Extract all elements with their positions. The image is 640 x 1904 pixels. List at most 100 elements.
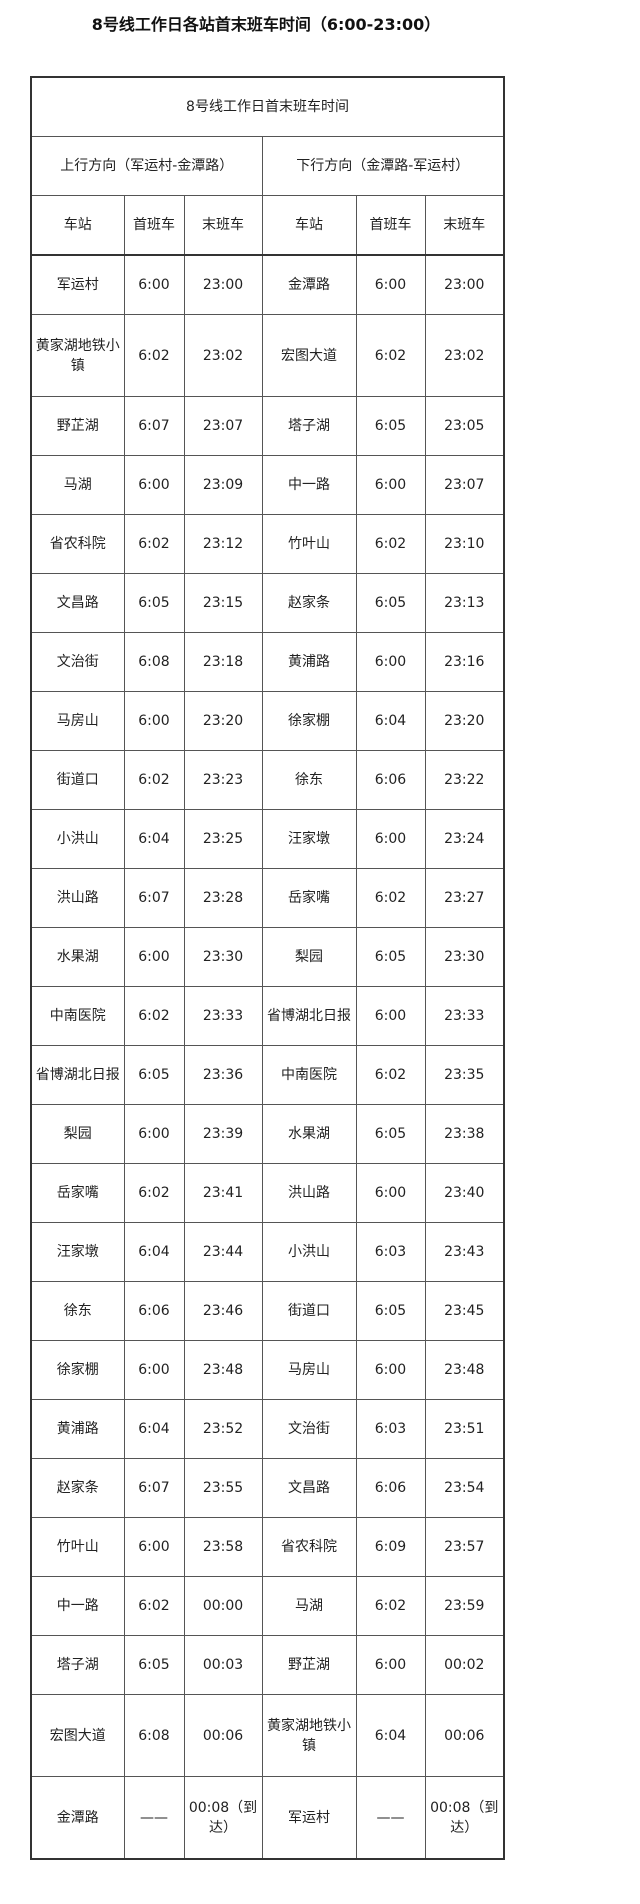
down-station-cell: 马房山 (261, 1340, 357, 1400)
down-last-train-cell: 23:59 (424, 1576, 505, 1636)
up-last-train-cell: 00:06 (183, 1694, 263, 1777)
down-last-train-cell: 23:24 (424, 809, 505, 869)
table-row: 宏图大道 6:08 00:06 黄家湖地铁小镇 6:04 00:06 (30, 1694, 505, 1777)
up-last-train-cell: 23:41 (183, 1163, 263, 1223)
table-row: 文昌路 6:05 23:15 赵家条 6:05 23:13 (30, 573, 505, 633)
table-row: 军运村 6:00 23:00 金潭路 6:00 23:00 (30, 254, 505, 315)
column-header-last-train: 末班车 (183, 195, 263, 256)
down-last-train-cell: 23:16 (424, 632, 505, 692)
down-last-train-cell: 23:22 (424, 750, 505, 810)
column-header-station: 车站 (30, 195, 125, 256)
down-last-train-cell: 23:40 (424, 1163, 505, 1223)
down-first-train-cell: 6:00 (355, 632, 426, 692)
up-last-train-cell: 00:03 (183, 1635, 263, 1695)
up-last-train-cell: 23:44 (183, 1222, 263, 1282)
up-last-train-cell: 23:00 (183, 254, 263, 315)
down-direction-header: 下行方向（金潭路-军运村） (261, 136, 505, 196)
down-station-cell: 中南医院 (261, 1045, 357, 1105)
down-last-train-cell: 23:57 (424, 1517, 505, 1577)
up-last-train-cell: 23:12 (183, 514, 263, 574)
table-row: 黄浦路 6:04 23:52 文治街 6:03 23:51 (30, 1399, 505, 1459)
down-station-cell: 宏图大道 (261, 314, 357, 397)
down-first-train-cell: 6:00 (355, 809, 426, 869)
down-station-cell: 水果湖 (261, 1104, 357, 1164)
down-station-cell: 军运村 (261, 1776, 357, 1860)
table-row: 竹叶山 6:00 23:58 省农科院 6:09 23:57 (30, 1517, 505, 1577)
up-station-cell: 徐东 (30, 1281, 125, 1341)
up-last-train-cell: 23:18 (183, 632, 263, 692)
down-station-cell: 赵家条 (261, 573, 357, 633)
up-last-train-cell: 23:09 (183, 455, 263, 515)
up-first-train-cell: 6:05 (123, 1635, 185, 1695)
down-first-train-cell: 6:00 (355, 1340, 426, 1400)
up-station-cell: 赵家条 (30, 1458, 125, 1518)
up-first-train-cell: 6:00 (123, 455, 185, 515)
down-station-cell: 马湖 (261, 1576, 357, 1636)
up-last-train-cell: 23:28 (183, 868, 263, 928)
up-last-train-cell: 23:20 (183, 691, 263, 751)
up-station-cell: 宏图大道 (30, 1694, 125, 1777)
up-last-train-cell: 23:52 (183, 1399, 263, 1459)
up-last-train-cell: 23:02 (183, 314, 263, 397)
up-first-train-cell: 6:02 (123, 514, 185, 574)
up-last-train-cell: 23:33 (183, 986, 263, 1046)
table-caption: 8号线工作日首末班车时间 (30, 76, 505, 137)
up-station-cell: 汪家墩 (30, 1222, 125, 1282)
up-first-train-cell: 6:02 (123, 750, 185, 810)
table-row: 岳家嘴 6:02 23:41 洪山路 6:00 23:40 (30, 1163, 505, 1223)
up-station-cell: 徐家棚 (30, 1340, 125, 1400)
table-row: 野芷湖 6:07 23:07 塔子湖 6:05 23:05 (30, 396, 505, 456)
table-row: 徐东 6:06 23:46 街道口 6:05 23:45 (30, 1281, 505, 1341)
down-first-train-cell: 6:02 (355, 868, 426, 928)
up-first-train-cell: 6:02 (123, 1163, 185, 1223)
down-station-cell: 街道口 (261, 1281, 357, 1341)
down-last-train-cell: 23:00 (424, 254, 505, 315)
table-row: 徐家棚 6:00 23:48 马房山 6:00 23:48 (30, 1340, 505, 1400)
up-last-train-cell: 23:30 (183, 927, 263, 987)
up-first-train-cell: 6:07 (123, 868, 185, 928)
up-station-cell: 塔子湖 (30, 1635, 125, 1695)
up-first-train-cell: 6:02 (123, 986, 185, 1046)
down-last-train-cell: 23:27 (424, 868, 505, 928)
down-first-train-cell: 6:05 (355, 927, 426, 987)
down-first-train-cell: 6:05 (355, 573, 426, 633)
up-station-cell: 省农科院 (30, 514, 125, 574)
down-station-cell: 徐家棚 (261, 691, 357, 751)
down-station-cell: 金潭路 (261, 254, 357, 315)
up-last-train-cell: 23:23 (183, 750, 263, 810)
down-first-train-cell: —— (355, 1776, 426, 1860)
up-station-cell: 文治街 (30, 632, 125, 692)
table-row: 水果湖 6:00 23:30 梨园 6:05 23:30 (30, 927, 505, 987)
up-last-train-cell: 23:36 (183, 1045, 263, 1105)
up-first-train-cell: 6:04 (123, 809, 185, 869)
down-first-train-cell: 6:05 (355, 1281, 426, 1341)
down-station-cell: 竹叶山 (261, 514, 357, 574)
up-station-cell: 街道口 (30, 750, 125, 810)
down-station-cell: 省博湖北日报 (261, 986, 357, 1046)
up-station-cell: 野芷湖 (30, 396, 125, 456)
down-first-train-cell: 6:06 (355, 750, 426, 810)
down-last-train-cell: 23:48 (424, 1340, 505, 1400)
column-header-station: 车站 (261, 195, 357, 256)
timetable: 8号线工作日首末班车时间 上行方向（军运村-金潭路） 下行方向（金潭路-军运村）… (30, 76, 506, 1860)
down-last-train-cell: 23:02 (424, 314, 505, 397)
down-last-train-cell: 23:54 (424, 1458, 505, 1518)
up-last-train-cell: 23:25 (183, 809, 263, 869)
down-last-train-cell: 23:05 (424, 396, 505, 456)
down-station-cell: 岳家嘴 (261, 868, 357, 928)
down-first-train-cell: 6:06 (355, 1458, 426, 1518)
up-station-cell: 洪山路 (30, 868, 125, 928)
down-first-train-cell: 6:00 (355, 1635, 426, 1695)
table-row: 汪家墩 6:04 23:44 小洪山 6:03 23:43 (30, 1222, 505, 1282)
table-row: 马房山 6:00 23:20 徐家棚 6:04 23:20 (30, 691, 505, 751)
table-row: 马湖 6:00 23:09 中一路 6:00 23:07 (30, 455, 505, 515)
page-title: 8号线工作日各站首末班车时间（6:00-23:00） (91, 15, 441, 34)
down-station-cell: 汪家墩 (261, 809, 357, 869)
up-station-cell: 水果湖 (30, 927, 125, 987)
down-first-train-cell: 6:02 (355, 1576, 426, 1636)
up-first-train-cell: 6:00 (123, 254, 185, 315)
down-station-cell: 黄家湖地铁小镇 (261, 1694, 357, 1777)
up-first-train-cell: 6:02 (123, 314, 185, 397)
up-last-train-cell: 23:58 (183, 1517, 263, 1577)
down-last-train-cell: 00:08（到达） (424, 1776, 505, 1860)
